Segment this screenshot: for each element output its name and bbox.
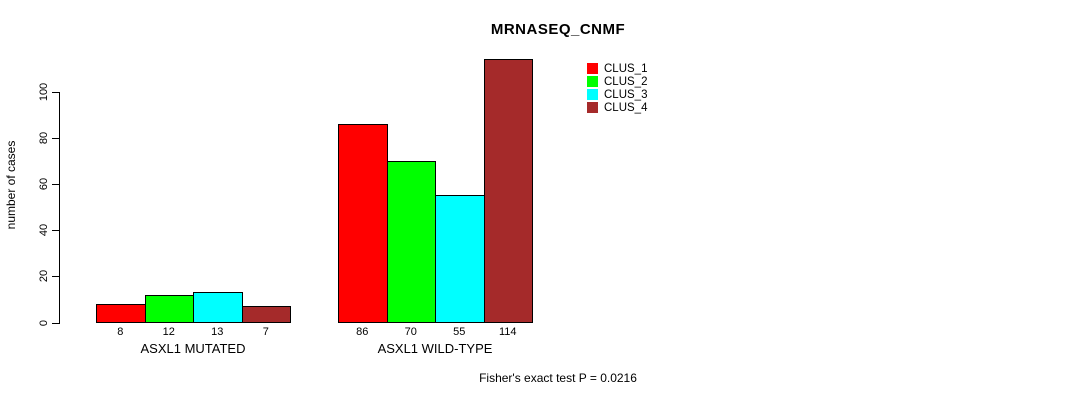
y-axis-tick-label: 100 xyxy=(38,82,50,101)
bar-clus_2-group2 xyxy=(386,160,436,324)
legend: CLUS_1 CLUS_2 CLUS_3 CLUS_4 xyxy=(587,62,647,114)
y-axis-label: number of cases xyxy=(4,140,18,230)
y-axis-tick xyxy=(52,183,59,185)
legend-swatch-clus_2 xyxy=(587,76,598,87)
bar-count-label: 13 xyxy=(211,326,224,338)
y-axis-tick-label: 0 xyxy=(38,319,50,326)
legend-item-clus_1: CLUS_1 xyxy=(587,62,647,75)
bar-count-label: 8 xyxy=(117,326,124,338)
bar-clus_4-group2 xyxy=(483,59,533,324)
legend-swatch-clus_4 xyxy=(587,102,598,113)
legend-label: CLUS_3 xyxy=(604,88,648,101)
x-category-label: ASXL1 WILD-TYPE xyxy=(377,341,493,356)
bar-count-label: 114 xyxy=(498,326,517,338)
legend-label: CLUS_1 xyxy=(604,62,648,75)
bar-count-label: 7 xyxy=(262,326,269,338)
y-axis-tick xyxy=(52,322,59,324)
bar-clus_1-group1 xyxy=(96,304,146,324)
legend-swatch-clus_1 xyxy=(587,63,598,74)
bar-clus_3-group2 xyxy=(435,195,485,324)
legend-swatch-clus_3 xyxy=(587,89,598,100)
y-axis-tick xyxy=(52,137,59,139)
fisher-test-annotation: Fisher's exact test P = 0.0216 xyxy=(479,371,637,385)
y-axis-tick-label: 80 xyxy=(38,131,50,144)
y-axis-tick-label: 60 xyxy=(38,177,50,191)
y-axis-tick xyxy=(52,230,59,232)
bar-count-label: 55 xyxy=(453,326,466,338)
chart-title: MRNASEQ_CNMF xyxy=(490,21,626,38)
bar-clus_3-group1 xyxy=(193,292,243,324)
x-category-label: ASXL1 MUTATED xyxy=(140,341,246,356)
bar-clus_4-group1 xyxy=(241,306,291,324)
bar-count-label: 12 xyxy=(162,326,175,338)
bar-count-label: 86 xyxy=(356,326,369,338)
y-axis-tick xyxy=(52,91,59,93)
y-axis-tick xyxy=(52,276,59,278)
y-axis-line xyxy=(59,91,60,324)
bar-clus_1-group2 xyxy=(338,123,388,324)
bar-count-label: 70 xyxy=(404,326,417,338)
legend-item-clus_2: CLUS_2 xyxy=(587,75,647,88)
y-axis-tick-label: 40 xyxy=(38,223,50,237)
legend-item-clus_3: CLUS_3 xyxy=(587,88,647,101)
legend-label: CLUS_4 xyxy=(604,101,648,114)
bar-clus_2-group1 xyxy=(144,294,194,324)
legend-item-clus_4: CLUS_4 xyxy=(587,101,647,114)
legend-label: CLUS_2 xyxy=(604,75,648,88)
y-axis-tick-label: 20 xyxy=(38,270,50,283)
